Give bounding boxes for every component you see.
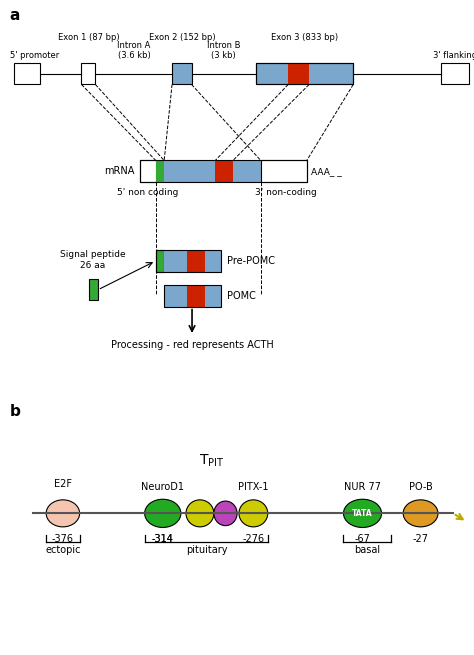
Bar	[139, 160, 307, 182]
Bar	[172, 63, 191, 84]
Bar	[156, 160, 164, 182]
Bar	[164, 285, 221, 307]
Ellipse shape	[145, 499, 181, 527]
Bar	[233, 160, 261, 182]
Text: 5' non coding: 5' non coding	[117, 188, 179, 196]
Text: AAA_ _: AAA_ _	[311, 167, 342, 176]
Bar	[14, 63, 40, 84]
Bar	[164, 285, 221, 307]
Text: -314: -314	[152, 534, 173, 544]
Text: Exon 2 (152 bp): Exon 2 (152 bp)	[148, 33, 215, 42]
Text: -314: -314	[152, 534, 173, 544]
Bar	[255, 63, 353, 84]
Bar	[187, 285, 205, 307]
Bar	[156, 250, 221, 272]
Bar	[156, 250, 164, 272]
Ellipse shape	[186, 500, 214, 527]
Bar	[82, 63, 95, 84]
Text: Pre-POMC: Pre-POMC	[227, 256, 275, 266]
Text: Exon 3 (833 bp): Exon 3 (833 bp)	[271, 33, 338, 42]
Text: b: b	[9, 404, 20, 419]
Text: basal: basal	[354, 545, 380, 555]
Text: NeuroD1: NeuroD1	[141, 483, 184, 493]
Text: E2F: E2F	[54, 479, 72, 489]
Bar	[139, 160, 156, 182]
Text: Exon 1 (87 bp): Exon 1 (87 bp)	[58, 33, 119, 42]
Text: ectopic: ectopic	[45, 545, 81, 555]
Bar	[205, 285, 221, 307]
Text: -376: -376	[52, 534, 74, 544]
Bar	[261, 160, 307, 182]
Text: a: a	[9, 9, 20, 24]
Text: Processing - red represents ACTH: Processing - red represents ACTH	[110, 340, 273, 350]
Text: T$_{\mathregular{PIT}}$: T$_{\mathregular{PIT}}$	[199, 453, 224, 469]
Text: TATA: TATA	[352, 509, 373, 518]
Text: -27: -27	[412, 534, 428, 544]
Text: 3' flanking: 3' flanking	[433, 51, 474, 60]
Text: PITX-1: PITX-1	[238, 483, 269, 493]
Text: POMC: POMC	[227, 291, 256, 301]
Bar	[90, 279, 98, 299]
Bar	[288, 63, 309, 84]
Ellipse shape	[403, 500, 438, 527]
Text: pituitary: pituitary	[186, 545, 228, 555]
Text: mRNA: mRNA	[105, 166, 135, 176]
Text: 5' promoter: 5' promoter	[10, 51, 60, 60]
Text: Signal peptide
26 aa: Signal peptide 26 aa	[60, 250, 126, 269]
Text: -67: -67	[355, 534, 371, 544]
Text: 3' non-coding: 3' non-coding	[255, 188, 317, 196]
Bar	[205, 250, 221, 272]
Text: NUR 77: NUR 77	[344, 483, 381, 493]
Text: Intron A
(3.6 kb): Intron A (3.6 kb)	[117, 41, 151, 60]
Bar	[164, 250, 213, 272]
Text: -276: -276	[242, 534, 264, 544]
Ellipse shape	[239, 500, 268, 527]
Ellipse shape	[344, 499, 382, 527]
Text: Intron B
(3 kb): Intron B (3 kb)	[207, 41, 240, 60]
Bar	[215, 160, 233, 182]
Bar	[441, 63, 469, 84]
Text: PO-B: PO-B	[409, 483, 432, 493]
Ellipse shape	[214, 501, 237, 525]
Bar	[255, 63, 353, 84]
Ellipse shape	[46, 500, 80, 527]
Bar	[164, 160, 215, 182]
Bar	[187, 250, 205, 272]
